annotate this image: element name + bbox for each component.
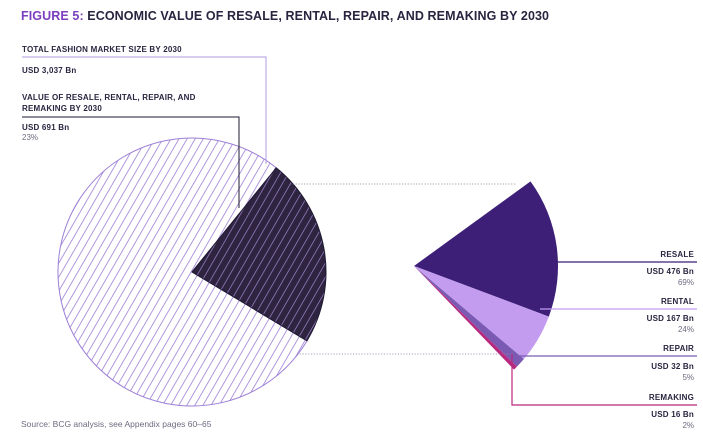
figure-title: FIGURE 5: ECONOMIC VALUE OF RESALE, RENT…	[21, 9, 549, 23]
rental-percent: 24%	[677, 325, 694, 334]
source-note: Source: BCG analysis, see Appendix pages…	[21, 419, 212, 429]
remaking-label: REMAKING	[648, 393, 694, 402]
resale-percent: 69%	[677, 278, 694, 287]
slice-remaking	[414, 266, 517, 370]
rental-label: RENTAL	[660, 297, 694, 306]
figure-number: FIGURE 5:	[21, 9, 84, 23]
circular-value-slice	[191, 167, 327, 342]
leader-highlight	[22, 116, 240, 208]
resale-label: RESALE	[660, 250, 694, 259]
highlight-value: USD 691 Bn	[22, 123, 70, 132]
leader-remaking	[511, 354, 697, 406]
resale-value: USD 476 Bn	[646, 267, 694, 276]
rental-value: USD 167 Bn	[646, 314, 694, 323]
total-market-label: TOTAL FASHION MARKET SIZE BY 2030	[22, 45, 182, 54]
highlight-label: VALUE OF RESALE, RENTAL, REPAIR, AND REM…	[22, 93, 196, 113]
remaking-value: USD 16 Bn	[651, 410, 694, 419]
total-market-value: USD 3,037 Bn	[22, 66, 77, 75]
remaking-percent: 2%	[682, 421, 694, 430]
slice-rental	[414, 266, 549, 360]
leader-total	[22, 56, 267, 164]
highlight-percent: 23%	[22, 133, 39, 142]
slice-resale	[414, 181, 559, 317]
figure-title-text: ECONOMIC VALUE OF RESALE, RENTAL, REPAIR…	[87, 9, 550, 23]
breakdown-pie	[414, 181, 559, 370]
repair-percent: 5%	[682, 373, 694, 382]
total-market-remainder-slice	[57, 137, 308, 407]
repair-value: USD 32 Bn	[651, 362, 694, 371]
repair-label: REPAIR	[663, 344, 694, 353]
slice-repair	[414, 266, 524, 367]
